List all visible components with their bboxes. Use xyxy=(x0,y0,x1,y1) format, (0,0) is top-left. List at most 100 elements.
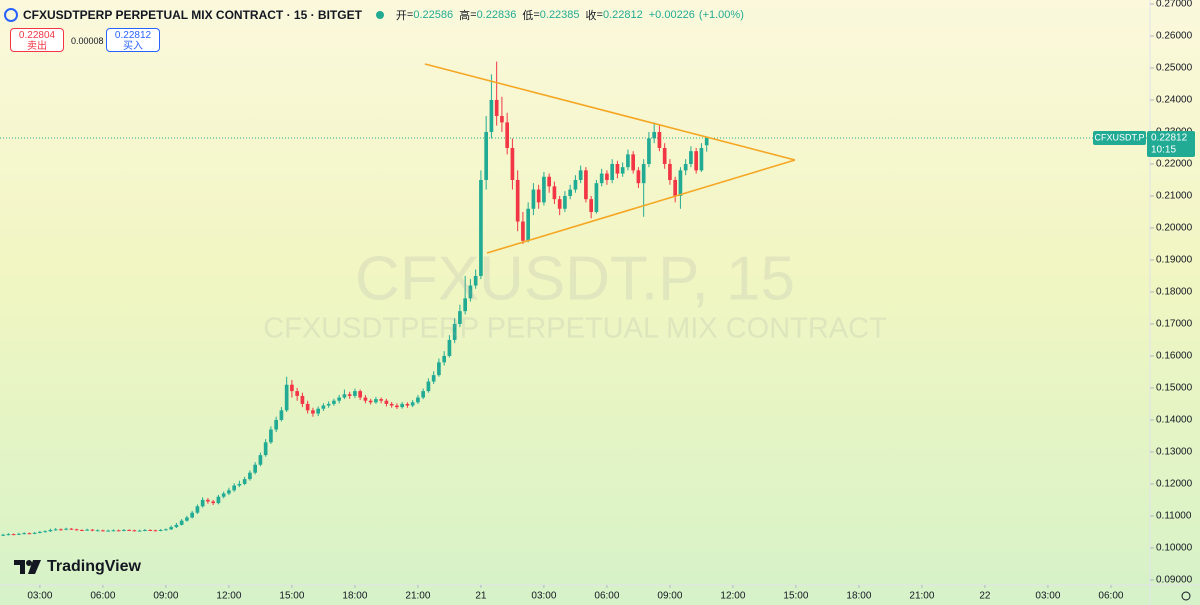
candle-body xyxy=(53,529,58,531)
candle-body xyxy=(699,147,704,171)
candle-body xyxy=(85,529,89,531)
price-tag-box xyxy=(1147,130,1195,157)
buy-price: 0.22812 xyxy=(114,30,152,41)
candle-body xyxy=(500,115,504,123)
candle-body xyxy=(374,399,378,403)
candle-body xyxy=(122,529,126,531)
candle-body xyxy=(22,533,26,535)
y-tick-label: 0.09000 xyxy=(1156,575,1193,586)
high-value: 0.22836 xyxy=(476,9,517,21)
candle-body xyxy=(237,483,242,486)
x-tick-label: 09:00 xyxy=(153,591,178,602)
x-tick-label: 21 xyxy=(475,591,487,602)
spread: 0.00008 xyxy=(71,36,104,46)
candle-body xyxy=(74,529,79,531)
candle-body xyxy=(442,355,447,363)
x-tick-label: 03:00 xyxy=(27,591,52,602)
candle-body xyxy=(179,520,184,525)
candle-body xyxy=(27,533,32,535)
x-tick-label: 18:00 xyxy=(846,591,871,602)
candle-body xyxy=(17,533,21,535)
candle-body xyxy=(473,275,478,286)
candle-body xyxy=(389,403,394,406)
candle-body xyxy=(232,485,236,491)
candle-body xyxy=(521,221,525,241)
candle-body xyxy=(599,173,604,184)
candle-body xyxy=(290,384,294,392)
candle-body xyxy=(689,151,693,164)
x-tick-label: 18:00 xyxy=(342,591,367,602)
price-tag-countdown: 10:15 xyxy=(1151,145,1176,156)
x-tick-label: 21:00 xyxy=(909,591,934,602)
candle-body xyxy=(321,405,326,409)
candle-body xyxy=(458,311,462,324)
candle-body xyxy=(626,154,630,168)
candle-body xyxy=(353,391,357,396)
candle-body xyxy=(652,131,657,139)
candle-body xyxy=(169,527,173,530)
y-tick-label: 0.10000 xyxy=(1156,543,1193,554)
y-tick-label: 0.16000 xyxy=(1156,351,1193,362)
watermark-sub: CFXUSDTPERP PERPETUAL MIX CONTRACT xyxy=(263,313,887,345)
candle-body xyxy=(400,403,405,408)
close-value: 0.22812 xyxy=(602,9,643,21)
x-tick-label: 12:00 xyxy=(216,591,241,602)
candle-body xyxy=(552,186,557,200)
candle-body xyxy=(279,410,284,420)
candle-body xyxy=(452,323,457,340)
candle-body xyxy=(447,339,452,356)
y-tick-label: 0.14000 xyxy=(1156,415,1193,426)
candle-body xyxy=(578,170,583,180)
candle-body xyxy=(358,391,363,398)
open-value: 0.22586 xyxy=(413,9,454,21)
candle-body xyxy=(342,394,347,398)
candle-body xyxy=(662,147,667,164)
buy-button[interactable]: 0.22812 买入 xyxy=(106,28,160,52)
candle-body xyxy=(132,530,137,532)
y-tick-label: 0.21000 xyxy=(1156,191,1193,202)
candle-body xyxy=(363,397,368,401)
candle-body xyxy=(647,138,651,164)
candle-body xyxy=(484,131,489,180)
candle-body xyxy=(326,403,331,406)
candle-body xyxy=(153,530,158,532)
y-tick-label: 0.19000 xyxy=(1156,255,1193,266)
candle-body xyxy=(174,524,179,528)
triangle-lower xyxy=(486,159,796,254)
candle-body xyxy=(332,400,336,404)
candle-body xyxy=(510,147,515,180)
candle-body xyxy=(416,397,420,403)
candle-body xyxy=(683,163,688,171)
candle-body xyxy=(300,395,305,404)
candle-body xyxy=(589,199,594,212)
candle-body xyxy=(657,131,662,148)
candle-body xyxy=(468,285,473,299)
sell-button[interactable]: 0.22804 卖出 xyxy=(10,28,64,52)
candle-body xyxy=(515,179,520,222)
candle-body xyxy=(479,179,483,276)
candle-body xyxy=(368,400,373,403)
candle-body xyxy=(557,199,562,209)
header: CFXUSDTPERP PERPETUAL MIX CONTRACT · 15 … xyxy=(0,5,744,25)
candle-body xyxy=(127,529,131,531)
candle-body xyxy=(274,419,278,430)
candle-body xyxy=(615,163,620,174)
y-tick-label: 0.25000 xyxy=(1156,63,1193,74)
candle-body xyxy=(673,179,678,196)
candle-body xyxy=(164,529,168,531)
candle-body xyxy=(258,455,263,465)
candle-body xyxy=(547,176,552,187)
candle-body xyxy=(111,530,116,532)
sell-price: 0.22804 xyxy=(18,30,56,41)
candle-body xyxy=(1,534,5,536)
candle-body xyxy=(64,528,68,530)
candle-body xyxy=(426,381,431,392)
y-tick-label: 0.15000 xyxy=(1156,383,1193,394)
x-tick-label: 15:00 xyxy=(279,591,304,602)
open-label: 开 xyxy=(395,10,407,22)
y-tick-label: 0.22000 xyxy=(1156,159,1193,170)
candle-body xyxy=(410,402,415,406)
change-pct: (+1.00%) xyxy=(698,9,744,21)
